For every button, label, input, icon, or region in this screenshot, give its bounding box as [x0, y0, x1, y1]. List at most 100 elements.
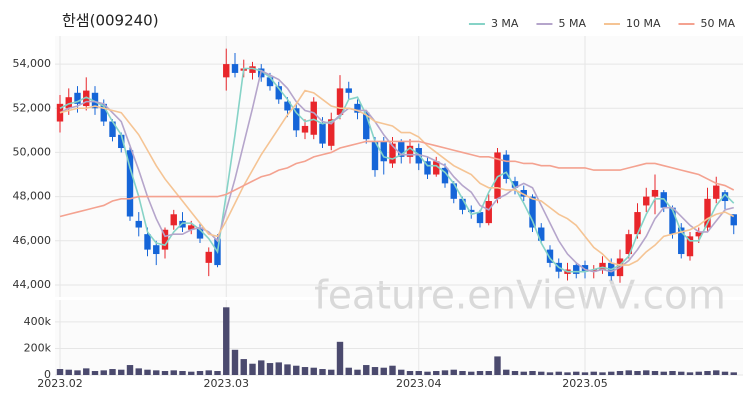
candle-body: [196, 227, 204, 239]
volume-bar: [275, 362, 282, 375]
candle-body: [91, 92, 99, 109]
candle-body: [643, 196, 650, 206]
candle-body: [520, 189, 527, 197]
volume-bar: [56, 369, 64, 375]
watermark: feature.enViewV.com: [314, 274, 726, 319]
candle-body: [249, 66, 256, 73]
volume-bar: [590, 371, 597, 375]
candle-body: [118, 134, 125, 149]
volume-bar: [389, 365, 396, 375]
candle-body: [188, 225, 195, 230]
volume-bar: [371, 367, 379, 375]
y-tick-label: 54,000: [13, 57, 52, 70]
volume-bar: [319, 369, 326, 375]
volume-bar: [100, 370, 107, 375]
volume-bar: [713, 370, 720, 375]
volume-bar: [126, 365, 134, 375]
volume-bar: [433, 371, 440, 375]
volume-bar: [546, 372, 554, 375]
legend-label: 10 MA: [626, 17, 661, 30]
candle-body: [109, 121, 116, 137]
volume-bar: [188, 371, 195, 375]
volume-bar: [170, 370, 177, 375]
candle-body: [126, 150, 134, 217]
volume-bar: [634, 371, 641, 375]
volume-bar: [511, 371, 519, 375]
volume-bar: [249, 363, 256, 375]
volume-bar: [564, 372, 571, 375]
volume-bar: [83, 368, 90, 375]
candle-body: [363, 112, 370, 140]
volume-bar: [651, 371, 659, 375]
candle-body: [450, 183, 457, 199]
candle-body: [433, 161, 440, 175]
candle-body: [135, 220, 142, 228]
candle-body: [275, 86, 282, 100]
candle-body: [74, 92, 81, 104]
volume-bar: [494, 356, 501, 375]
volume-plot-area: [55, 300, 743, 375]
chart-title: 한샘(009240): [62, 12, 159, 30]
volume-bar: [520, 371, 527, 375]
candle-body: [686, 236, 694, 257]
volume-bar: [730, 372, 737, 375]
candle-body: [634, 212, 641, 235]
candle-body: [328, 119, 335, 146]
x-tick-label: 2023.03: [204, 377, 250, 390]
candle-body: [284, 101, 291, 111]
volume-bar: [485, 371, 492, 375]
volume-bar: [363, 365, 370, 375]
volume-bar: [424, 371, 431, 375]
volume-tick-label: 0: [44, 368, 51, 381]
volume-bar: [599, 372, 606, 375]
volume-bar: [161, 371, 169, 375]
candle-body: [345, 88, 352, 93]
volume-bar: [529, 371, 536, 375]
volume-bar: [538, 371, 545, 375]
candle-body: [511, 181, 519, 188]
candle-body: [441, 167, 449, 184]
volume-bar: [643, 370, 650, 375]
volume-bar: [398, 369, 405, 375]
volume-bar: [144, 369, 151, 375]
volume-bar: [608, 371, 615, 375]
candle-body: [319, 123, 326, 144]
volume-bar: [669, 371, 676, 375]
candle-body: [398, 141, 405, 157]
candle-body: [301, 125, 309, 133]
candle-body: [730, 214, 737, 226]
volume-bar: [573, 371, 580, 375]
ma-line: [59, 140, 735, 218]
volume-bar: [179, 371, 186, 375]
legend-label: 5 MA: [558, 17, 586, 30]
volume-bar: [328, 369, 335, 375]
candle-body: [354, 103, 361, 113]
candle-body: [546, 249, 554, 263]
candle-body: [380, 141, 387, 162]
y-tick-label: 52,000: [13, 101, 52, 114]
volume-bar: [118, 369, 125, 375]
y-tick-label: 48,000: [13, 190, 52, 203]
volume-bar: [214, 371, 221, 375]
volume-tick-label: 200k: [24, 341, 52, 354]
volume-bar: [310, 367, 317, 375]
candle-body: [161, 229, 169, 250]
candle-body: [205, 251, 212, 263]
ma-line: [59, 89, 735, 266]
candle-body: [310, 101, 317, 135]
volume-bar: [415, 371, 422, 375]
candle-body: [713, 185, 720, 199]
candle-body: [371, 141, 379, 171]
candle-body: [695, 231, 702, 237]
volume-bar: [380, 367, 387, 375]
volume-bar: [135, 368, 142, 375]
volume-bar: [293, 365, 300, 375]
volume-bar: [476, 371, 484, 375]
candle-body: [651, 189, 659, 197]
candle-body: [223, 64, 230, 78]
candle-body: [581, 265, 589, 272]
volume-bar: [459, 371, 466, 375]
candle-body: [153, 245, 160, 255]
x-tick-label: 2023.04: [396, 377, 442, 390]
x-tick-label: 2023.02: [37, 377, 83, 390]
